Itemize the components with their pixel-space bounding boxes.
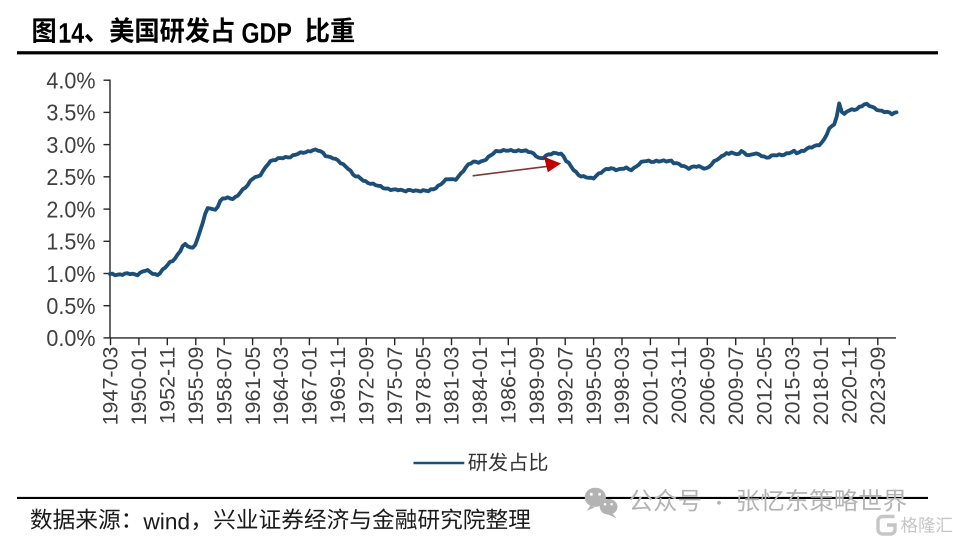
svg-text:2018-01: 2018-01 [809,347,833,426]
svg-text:1992-07: 1992-07 [553,347,577,426]
svg-text:2001-01: 2001-01 [639,347,663,426]
svg-text:2003-11: 2003-11 [667,347,691,424]
svg-text:1955-09: 1955-09 [184,347,208,426]
svg-text:1981-03: 1981-03 [440,346,464,425]
svg-text:0.5%: 0.5% [46,293,95,319]
svg-text:1995-05: 1995-05 [582,346,606,425]
svg-text:2.5%: 2.5% [46,164,95,190]
svg-text:1989-09: 1989-09 [525,347,549,426]
svg-text:1998-03: 1998-03 [610,346,634,425]
svg-text:1947-03: 1947-03 [99,346,123,425]
svg-text:3.0%: 3.0% [46,132,95,158]
svg-text:2012-05: 2012-05 [752,346,776,425]
svg-text:1.0%: 1.0% [46,261,95,287]
svg-text:2020-11: 2020-11 [838,347,862,424]
svg-text:2006-09: 2006-09 [696,347,720,426]
svg-text:1984-01: 1984-01 [468,346,492,425]
svg-text:1978-05: 1978-05 [411,346,435,425]
svg-text:1969-11: 1969-11 [326,347,350,424]
svg-text:1.5%: 1.5% [46,229,95,255]
svg-text:1950-01: 1950-01 [127,347,151,426]
svg-text:1952-11: 1952-11 [156,347,180,424]
svg-text:0.0%: 0.0% [46,325,95,351]
svg-text:2.0%: 2.0% [46,197,95,223]
svg-text:1975-07: 1975-07 [383,347,407,426]
svg-text:1961-05: 1961-05 [241,346,265,425]
svg-text:1972-09: 1972-09 [355,347,379,426]
svg-text:2023-09: 2023-09 [866,347,890,426]
svg-text:2009-07: 2009-07 [724,347,748,426]
svg-text:3.5%: 3.5% [46,100,95,126]
svg-text:1967-01: 1967-01 [298,347,322,426]
svg-text:1986-11: 1986-11 [497,347,521,424]
svg-text:1958-07: 1958-07 [212,347,236,426]
svg-text:4.0%: 4.0% [46,68,95,94]
svg-text:1964-03: 1964-03 [269,346,293,425]
svg-text:2015-03: 2015-03 [781,346,805,425]
